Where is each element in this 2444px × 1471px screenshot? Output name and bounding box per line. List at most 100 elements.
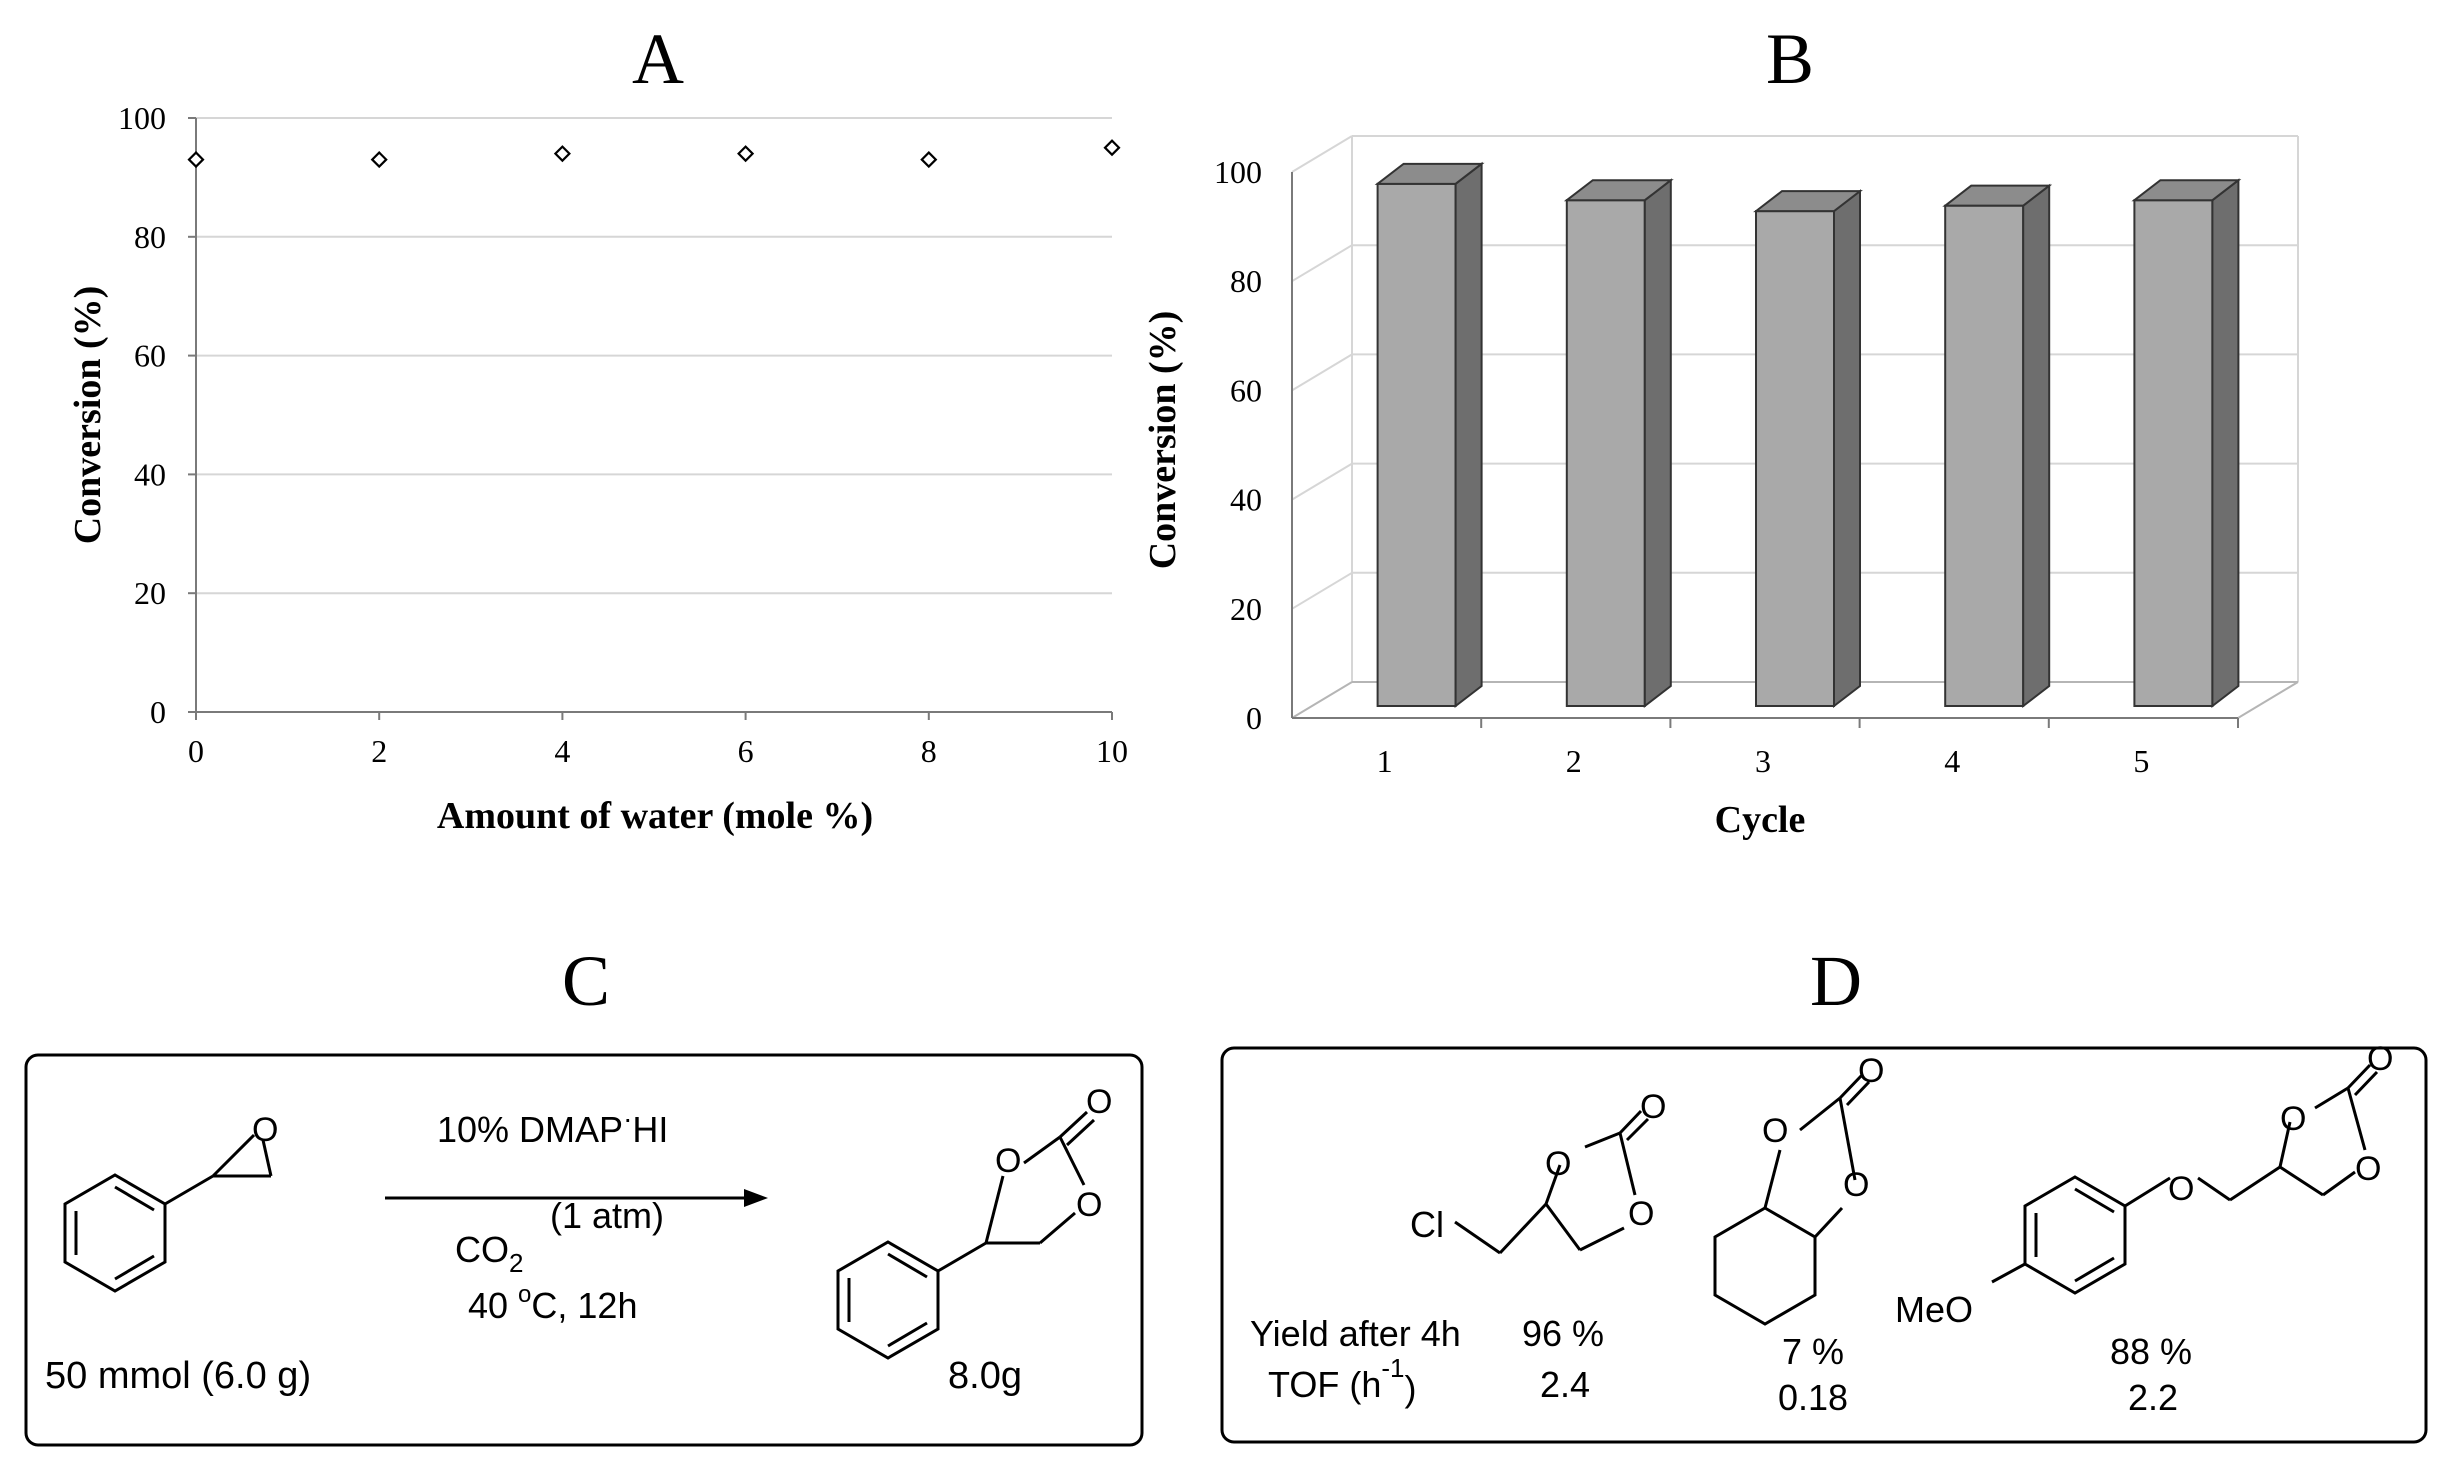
chart-b-x-tick-label: 3 (1755, 743, 1771, 779)
chart-b-bar-top (1753, 190, 1863, 213)
panel-b-letter: B (1765, 19, 1815, 99)
chart-b-bar-top (1563, 179, 1674, 202)
tof-row-label: TOF (h-1) (1268, 1353, 1416, 1409)
chart-b-x-tick-label: 4 (1944, 743, 1960, 779)
methoxyphenyl-carbonate-carbonyl-oxygen: O (2367, 1040, 2393, 1078)
chart-b-x-tick-label: 2 (1566, 743, 1582, 779)
chart-a-x-tick-label: 4 (554, 733, 570, 769)
chloro-carbonate-carbonyl-oxygen: O (1640, 1088, 1666, 1126)
chart-a-x-axis-title: Amount of water (mole %) (437, 795, 873, 837)
chart-b-bar (2133, 199, 2214, 707)
chart-b-side-gridline (1291, 135, 1353, 173)
chart-b-y-tick-label: 40 (1230, 482, 1262, 518)
chart-b-bar-side (1643, 178, 1672, 709)
chart-b-y-tick-label: 60 (1230, 372, 1262, 408)
chart-b-x-tick-label: 1 (1377, 743, 1393, 779)
chart-a-point (920, 151, 938, 169)
cyclohexene-carbonate-carbonyl-oxygen: O (1858, 1052, 1884, 1090)
chart-b-bar-side (1833, 189, 1861, 709)
chart-b-bar-side (1454, 161, 1483, 709)
panel-d-letter: D (1810, 941, 1862, 1021)
panel-c-letter: C (561, 941, 611, 1021)
carbonate-ring-oxygen-1: O (995, 1142, 1021, 1180)
chart-a-axes (195, 118, 1112, 713)
chart-a-point (1103, 139, 1121, 157)
chart-a-x-tick-label: 6 (738, 733, 754, 769)
chart-a-x-ticks: 0 2 4 6 8 10 (188, 712, 1128, 769)
chart-a-x-tick-label: 10 (1096, 733, 1128, 769)
chart-b: 0 20 40 60 80 100 1 2 3 4 5 Cycle Conversion (%) (1142, 135, 2299, 841)
chart-b-side-gridline (1291, 244, 1353, 283)
chart-a-y-tick-label: 20 (134, 575, 166, 611)
styrene-oxide-structure (63, 1133, 273, 1293)
product-2-yield: 7 % (1782, 1331, 1844, 1372)
chart-b-bar-side (2211, 178, 2240, 709)
chart-a-y-tick-label: 80 (134, 219, 166, 255)
panel-c-box (24, 1053, 1144, 1447)
chart-b-floor-right (2237, 681, 2299, 719)
temperature-time-label: 40 oC, 12h (468, 1281, 637, 1326)
methoxyphenyl-carbonate-oxygen-2: O (2355, 1150, 2381, 1188)
carbonate-carbonyl-oxygen: O (1086, 1083, 1112, 1121)
chart-b-bar-side (2022, 183, 2051, 709)
product-1-tof: 2.4 (1540, 1364, 1590, 1405)
chloro-carbonate-oxygen-1: O (1545, 1145, 1571, 1183)
product-3-tof: 2.2 (2128, 1377, 2178, 1418)
chart-a-points (187, 139, 1121, 169)
chart-b-side-gridline (1291, 462, 1353, 501)
product-2-tof: 0.18 (1778, 1377, 1848, 1418)
chart-b-bar (1565, 199, 1646, 707)
cyclohexene-carbonate-oxygen-1: O (1762, 1112, 1788, 1150)
chart-a-x-tick-label: 2 (371, 733, 387, 769)
chart-a-y-tick-label: 40 (134, 456, 166, 492)
chart-a-y-tick-label: 0 (150, 694, 166, 730)
methoxyphenyl-carbonate-oxygen-1: O (2280, 1100, 2306, 1138)
chart-b-x-ticks: 1 2 3 4 5 (1377, 718, 2239, 779)
chloropropylene-carbonate-structure (1454, 1109, 1650, 1255)
chart-b-bar-top (1374, 162, 1485, 185)
chart-b-bar-top (1942, 184, 2053, 207)
chart-a-y-ticks: 0 20 40 60 80 100 (118, 100, 196, 730)
chart-b-y-tick-label: 20 (1230, 591, 1262, 627)
chart-a-point (553, 145, 571, 163)
ether-oxygen-label: O (2168, 1170, 2194, 1208)
co2-label: CO2 (455, 1229, 523, 1278)
carbonate-ring-oxygen-2: O (1076, 1186, 1102, 1224)
chart-a-point (370, 151, 388, 169)
chloro-carbonate-oxygen-2: O (1628, 1195, 1654, 1233)
catalyst-label: 10% DMAP·HI (437, 1103, 668, 1150)
chlorine-label: Cl (1410, 1204, 1444, 1245)
chart-b-side-gridline (1291, 571, 1353, 610)
chart-b-side-gridline (1291, 353, 1353, 392)
chart-a-x-tick-label: 8 (921, 733, 937, 769)
chart-a: 0 20 40 60 80 100 0 2 4 6 8 10 Amount of water (mo… (67, 100, 1128, 837)
chart-b-x-axis-title: Cycle (1715, 799, 1806, 841)
panel-d-scheme: Cl O O O O O O (1220, 1040, 2428, 1444)
cyclohexene-carbonate-structure (1713, 1073, 1871, 1326)
chart-b-bar-top (2131, 179, 2242, 202)
chart-a-x-tick-label: 0 (188, 733, 204, 769)
methoxy-label: MeO (1895, 1289, 1973, 1330)
chart-b-y-axis-title: Conversion (%) (1142, 311, 1184, 570)
chart-b-bars (1374, 161, 2242, 709)
chart-b-bar (1944, 204, 2025, 707)
chart-a-y-tick-label: 100 (118, 100, 166, 136)
reaction-arrow-head (744, 1189, 768, 1207)
chart-a-point (737, 145, 755, 163)
chart-b-y-tick-label: 0 (1246, 700, 1262, 736)
chart-a-gridlines (196, 117, 1112, 595)
epoxide-oxygen-label: O (252, 1111, 278, 1149)
panel-a-letter: A (632, 19, 684, 99)
chart-b-x-tick-label: 5 (2133, 743, 2149, 779)
cyclohexene-carbonate-oxygen-2: O (1843, 1166, 1869, 1204)
panel-c-scheme: O 10% DMAP·HI (1 atm) CO2 40 oC, 12h O O… (24, 1053, 1144, 1447)
panel-d-box (1220, 1046, 2428, 1444)
product-3-yield: 88 % (2110, 1331, 2192, 1372)
chart-b-bar (1376, 182, 1457, 707)
chart-b-y-ticks: 0 20 40 60 80 100 (1214, 154, 1262, 736)
methoxyphenyl-carbonate-structure (1991, 1063, 2379, 1295)
chart-b-y-tick-label: 80 (1230, 263, 1262, 299)
chart-b-floor-left (1291, 681, 1353, 719)
substrate-amount: 50 mmol (6.0 g) (45, 1355, 311, 1397)
chart-a-y-axis-title: Conversion (%) (67, 286, 109, 545)
